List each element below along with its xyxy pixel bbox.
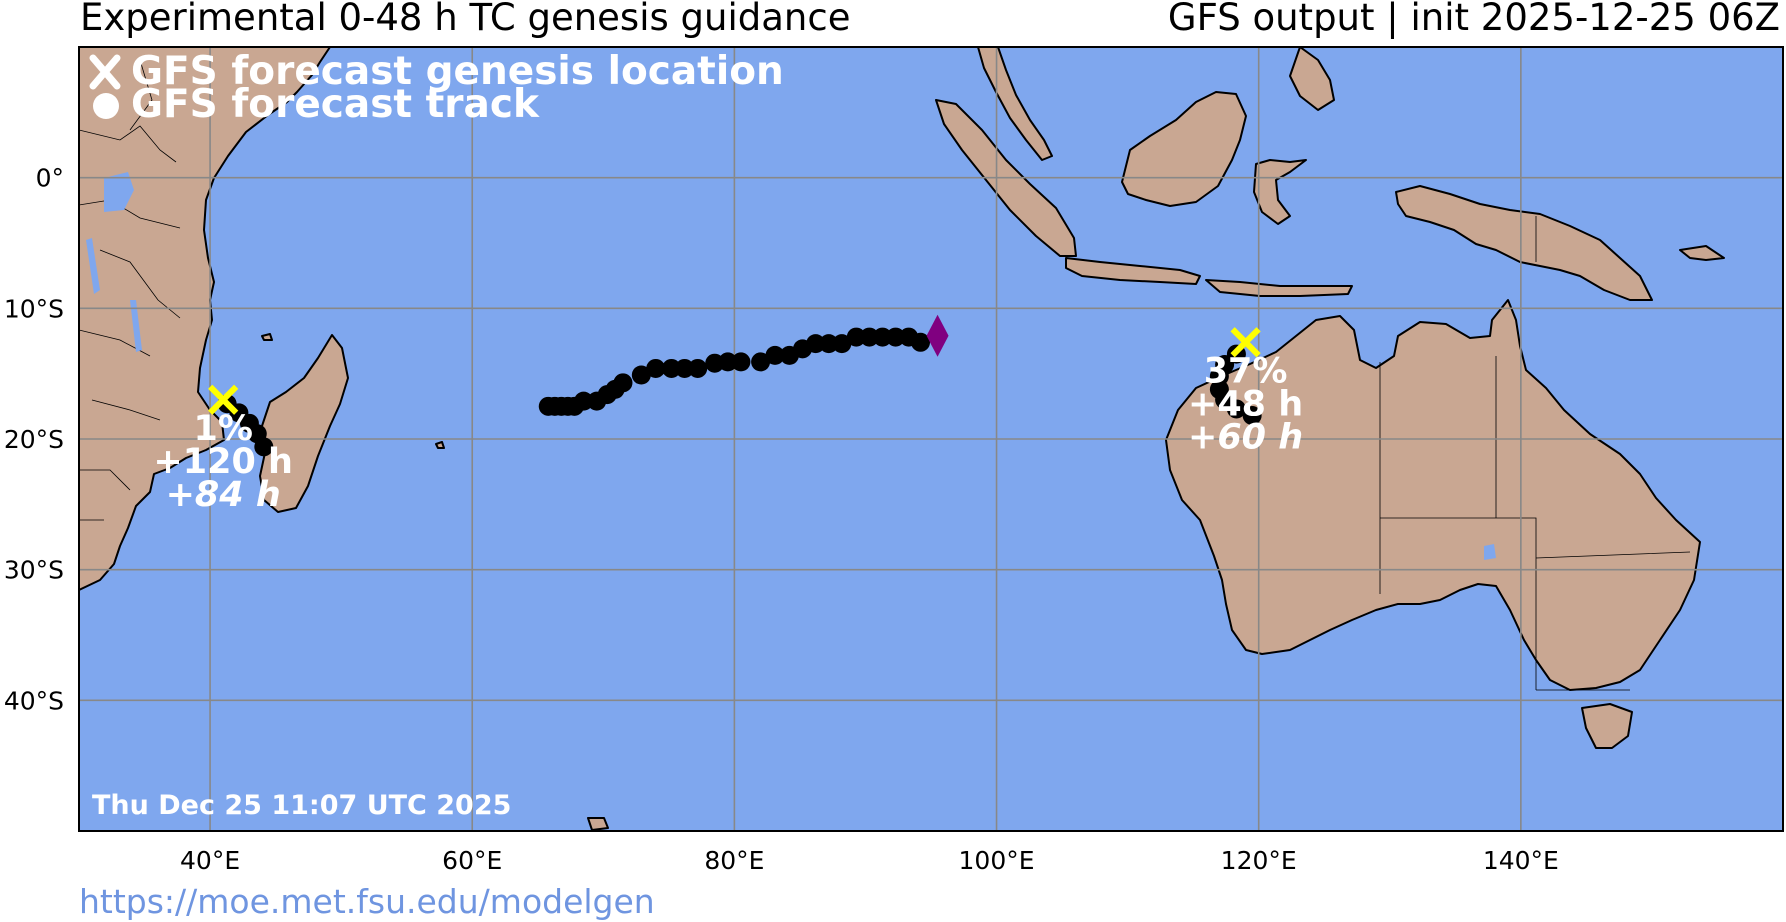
y-tick-label: 30°S (4, 556, 64, 585)
x-tick-label: 120°E (1221, 846, 1297, 875)
genesis-marker (208, 384, 239, 415)
figure-title: Experimental 0-48 h TC genesis guidance (80, 0, 850, 39)
track-legend-marker (93, 93, 119, 119)
y-tick-label: 20°S (4, 425, 64, 454)
y-tick-label: 0° (36, 164, 64, 193)
track-1 (538, 314, 949, 416)
legend: GFS forecast genesis location GFS foreca… (89, 49, 784, 127)
land-madagascar (259, 334, 349, 513)
land-new-britain (1679, 245, 1725, 261)
track-point (819, 334, 839, 354)
genesis-probability: 1% (193, 409, 252, 449)
track-end-marker (926, 314, 949, 357)
track-point (911, 332, 931, 352)
track-point (688, 358, 708, 378)
track-point (765, 345, 785, 365)
x-tick-label: 40°E (180, 846, 240, 875)
lake-eyre (1484, 544, 1496, 560)
track-point (859, 327, 879, 347)
track-point (886, 327, 906, 347)
track-point (731, 352, 751, 372)
africa-borders (79, 59, 181, 521)
track-point (661, 358, 681, 378)
x-axis-ticks: 40°E 60°E 80°E 100°E 120°E 140°E (180, 846, 1559, 875)
track-point (718, 352, 738, 372)
genesis-legend-marker (89, 54, 121, 90)
timestamp: Thu Dec 25 11:07 UTC 2025 (92, 790, 511, 821)
x-tick-label: 100°E (959, 846, 1035, 875)
lake-victoria (104, 172, 134, 212)
gridlines (79, 47, 1783, 831)
land-java (1065, 257, 1201, 285)
source-url[interactable]: https://moe.met.fsu.edu/modelgen (79, 882, 655, 921)
x-tick-label: 140°E (1483, 846, 1559, 875)
lake-tanganyika (86, 238, 100, 294)
track-point (675, 358, 695, 378)
track-point (806, 334, 826, 354)
track-point (646, 358, 666, 378)
x-tick-label: 60°E (442, 846, 502, 875)
track-point (1242, 405, 1262, 425)
init-info: GFS output | init 2025-12-25 06Z (1168, 0, 1780, 39)
land-lesser-sunda (1205, 279, 1353, 297)
legend-track-label: GFS forecast track (131, 82, 540, 127)
land-tasmania (1581, 703, 1633, 749)
track-2: 1%+120 h+84 h (153, 384, 293, 515)
land-small-islands (261, 333, 609, 831)
land-africa (79, 47, 331, 591)
map-frame (78, 46, 1784, 832)
track-point (574, 391, 594, 411)
tracks-layer: 1%+120 h+84 h 37%+48 h+60 h (153, 314, 1303, 515)
land-sulawesi (1253, 159, 1307, 225)
genesis-probability: 37% (1204, 351, 1288, 391)
track-point (631, 365, 651, 385)
track-point (873, 327, 893, 347)
lake-malawi (130, 300, 142, 352)
x-tick-label: 80°E (704, 846, 764, 875)
genesis-time: +120 h (153, 442, 293, 482)
track-point (751, 352, 771, 372)
track-3: 37%+48 h+60 h (1188, 327, 1303, 457)
land-new-guinea (1395, 185, 1653, 301)
track-point (832, 334, 852, 354)
track-point (846, 327, 866, 347)
track-point (613, 373, 633, 393)
y-tick-label: 40°S (4, 686, 64, 715)
land-philippines (1289, 47, 1335, 111)
map-area: 1%+120 h+84 h 37%+48 h+60 h GFS forecast … (79, 47, 1783, 831)
legend-genesis-label: GFS forecast genesis location (131, 49, 784, 94)
genesis-marker (1230, 327, 1261, 358)
y-axis-ticks: 0° 10°S 20°S 30°S 40°S (4, 164, 64, 716)
land-australia (1165, 299, 1701, 691)
genesis-time: +48 h (1188, 384, 1303, 424)
track-point (254, 437, 274, 457)
y-tick-label: 10°S (4, 294, 64, 323)
track-point (1226, 399, 1246, 419)
australia-borders (1379, 356, 1691, 691)
lifetime-hours: +60 h (1188, 417, 1303, 457)
lifetime-hours: +84 h (166, 475, 281, 515)
track-point (1209, 366, 1229, 386)
